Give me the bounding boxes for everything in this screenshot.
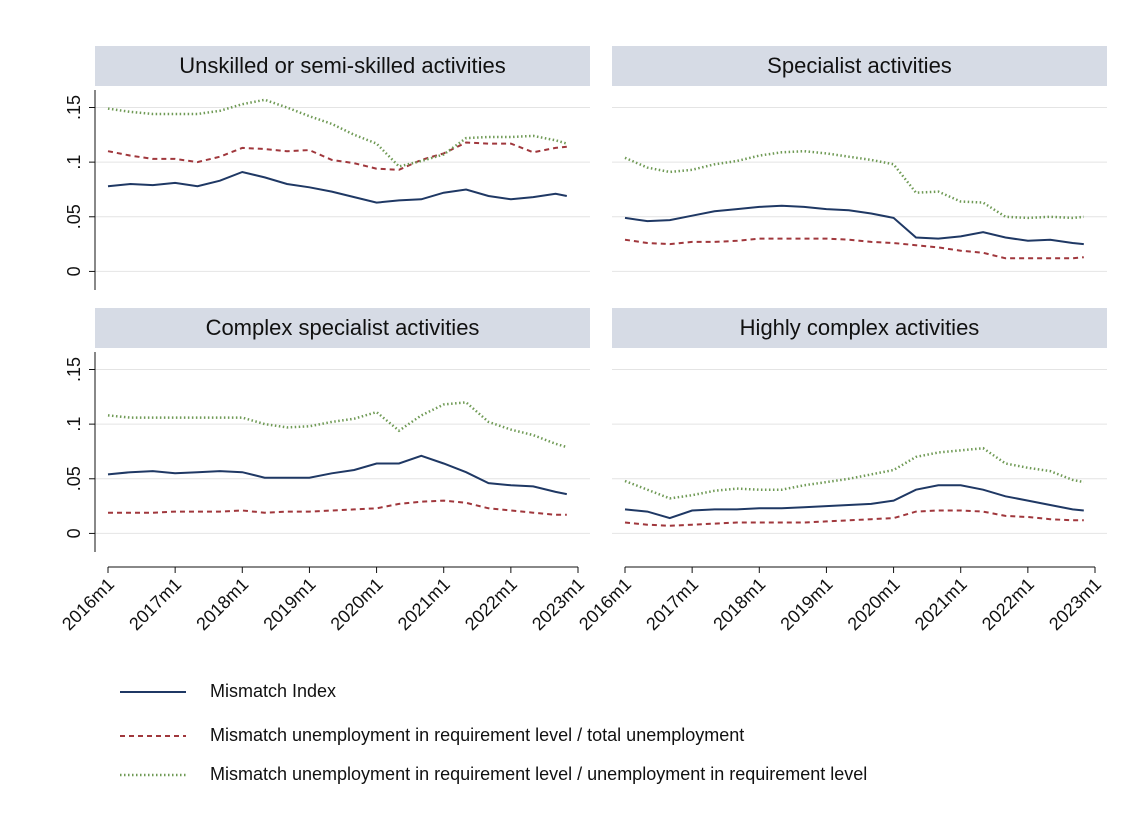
panel-title: Unskilled or semi-skilled activities <box>179 53 505 78</box>
y-tick-label: 0 <box>64 528 84 538</box>
series-line <box>624 484 1084 520</box>
series-line <box>107 401 568 449</box>
series-line <box>624 509 1084 527</box>
series-line <box>624 204 1084 246</box>
x-tick-label: 2017m1 <box>642 574 702 634</box>
legend-label: Mismatch unemployment in requirement lev… <box>210 725 744 745</box>
series-line <box>107 98 568 168</box>
x-tick-label: 2020m1 <box>844 574 904 634</box>
panel-title: Complex specialist activities <box>206 315 480 340</box>
x-tick-label: 2021m1 <box>911 574 971 634</box>
x-tick-label: 2021m1 <box>394 574 454 634</box>
x-tick-label: 2017m1 <box>125 574 185 634</box>
y-tick-label: .15 <box>64 357 84 382</box>
panel-title-bar <box>612 46 1107 86</box>
series-line <box>107 454 567 496</box>
x-tick-label: 2020m1 <box>327 574 387 634</box>
x-tick-label: 2022m1 <box>978 574 1038 634</box>
x-tick-label: 2019m1 <box>776 574 836 634</box>
y-tick-label: .05 <box>64 204 84 229</box>
y-tick-label: .05 <box>64 466 84 491</box>
panel-title-bar <box>612 308 1107 348</box>
y-tick-label: 0 <box>64 266 84 276</box>
y-tick-label: .1 <box>64 417 84 432</box>
panel-title-bar <box>95 308 590 348</box>
series-line <box>624 446 1085 500</box>
series-line <box>107 141 567 171</box>
series-line <box>624 149 1084 220</box>
legend-label: Mismatch Index <box>210 681 336 701</box>
x-tick-label: 2018m1 <box>192 574 252 634</box>
x-tick-label: 2022m1 <box>461 574 521 634</box>
series-line <box>624 237 1084 260</box>
x-tick-label: 2023m1 <box>1045 574 1105 634</box>
x-tick-label: 2016m1 <box>575 574 635 634</box>
panel-title-bar <box>95 46 590 86</box>
series-line <box>107 170 567 204</box>
x-tick-label: 2016m1 <box>58 574 118 634</box>
legend-label: Mismatch unemployment in requirement lev… <box>210 764 867 784</box>
x-tick-label: 2019m1 <box>259 574 319 634</box>
y-tick-label: .1 <box>64 155 84 170</box>
panel-title: Highly complex activities <box>740 315 980 340</box>
y-tick-label: .15 <box>64 95 84 120</box>
x-tick-label: 2018m1 <box>709 574 769 634</box>
panel-title: Specialist activities <box>767 53 952 78</box>
series-line <box>108 499 567 516</box>
